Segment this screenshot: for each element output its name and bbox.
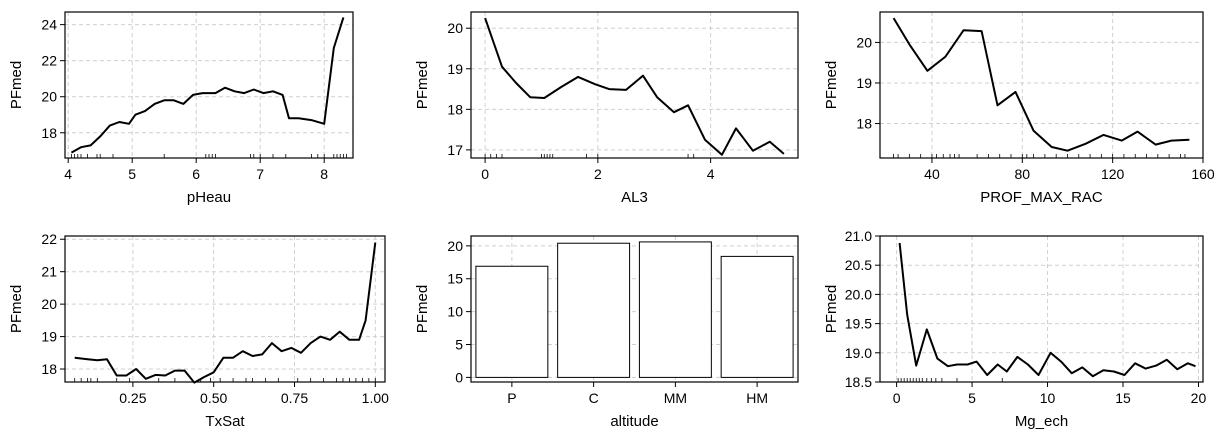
bar-HM <box>720 255 794 378</box>
x-axis-label: AL3 <box>621 189 648 206</box>
x-tick-label: 0.75 <box>281 390 308 406</box>
x-axis-label: pHeau <box>187 189 231 206</box>
y-tick-label: 20 <box>856 34 872 50</box>
panel-1: 4 5 6 7 8 18 20 22 24 pHeau PFmed <box>8 11 354 206</box>
y-tick-label: 20 <box>41 89 57 105</box>
x-axis-label: Mg_ech <box>1015 413 1068 430</box>
y-axis-label: PFmed <box>823 61 840 109</box>
y-axis-label: PFmed <box>8 285 25 333</box>
x-tick-label: 5 <box>128 166 136 182</box>
series-line <box>70 17 345 154</box>
x-tick-label: 0.25 <box>119 390 146 406</box>
plot-frame <box>879 235 1204 383</box>
x-tick-label: C <box>589 390 599 406</box>
y-tick-label: 20.5 <box>845 257 872 273</box>
y-tick-label: 18 <box>41 361 57 377</box>
bar-C <box>557 242 631 378</box>
x-tick-label: 4 <box>707 166 715 182</box>
series-line <box>74 242 377 384</box>
bar-P <box>475 265 549 378</box>
x-tick-label: 5 <box>968 390 976 406</box>
x-tick-label: 80 <box>1015 166 1031 182</box>
plot-frame <box>64 11 354 159</box>
x-tick-label: 10 <box>1040 390 1056 406</box>
x-tick-label: 0.50 <box>200 390 227 406</box>
series-line <box>484 17 785 156</box>
y-axis-label: PFmed <box>8 61 25 109</box>
y-tick-label: 19 <box>41 329 57 345</box>
y-tick-label: 19 <box>856 75 872 91</box>
x-tick-label: P <box>507 390 516 406</box>
y-tick-label: 20 <box>447 238 463 254</box>
x-axis-label: PROF_MAX_RAC <box>980 189 1103 206</box>
y-axis-label: PFmed <box>823 285 840 333</box>
x-tick-label: 1.00 <box>362 390 389 406</box>
y-tick-label: 19.0 <box>845 345 872 361</box>
y-tick-label: 18 <box>41 125 57 141</box>
panel-5: P C MM HM 0 5 10 15 20 altitude PFmed <box>414 235 799 430</box>
series-line <box>898 242 1196 378</box>
y-tick-label: 22 <box>41 231 57 247</box>
y-tick-label: 20 <box>41 296 57 312</box>
x-tick-label: 2 <box>594 166 602 182</box>
x-tick-label: 0 <box>893 390 901 406</box>
x-tick-label: 20 <box>1191 390 1207 406</box>
plot-frame <box>64 235 386 383</box>
panel-4: 0.25 0.50 0.75 1.00 18 19 20 21 22 TxSat PFmed <box>8 231 389 430</box>
y-tick-label: 22 <box>41 53 57 69</box>
x-tick-label: 4 <box>64 166 72 182</box>
x-axis-label: TxSat <box>205 413 245 430</box>
y-tick-label: 18 <box>447 101 463 117</box>
x-tick-label: 8 <box>320 166 328 182</box>
y-tick-label: 17 <box>447 142 463 158</box>
y-tick-label: 18 <box>856 116 872 132</box>
x-tick-label: 160 <box>1191 166 1215 182</box>
plot-frame <box>879 11 1204 159</box>
x-axis-label: altitude <box>610 413 658 430</box>
x-tick-label: 7 <box>256 166 264 182</box>
x-tick-label: 0 <box>481 166 489 182</box>
y-tick-label: 18.5 <box>845 374 872 390</box>
y-axis-label: PFmed <box>414 61 431 109</box>
x-tick-label: 6 <box>192 166 200 182</box>
y-tick-label: 10 <box>447 304 463 320</box>
y-tick-label: 21.0 <box>845 228 872 244</box>
y-tick-label: 19.5 <box>845 316 872 332</box>
y-tick-label: 20 <box>447 20 463 36</box>
panel-6: 0 5 10 15 20 18.5 19.0 19.5 20.0 20.5 21.0 Mg_ech PF… <box>823 228 1206 430</box>
y-tick-label: 21 <box>41 264 57 280</box>
x-tick-label: 120 <box>1101 166 1125 182</box>
y-tick-label: 15 <box>447 271 463 287</box>
y-tick-label: 24 <box>41 17 57 33</box>
y-tick-label: 20.0 <box>845 286 872 302</box>
panel-3: 40 80 120 160 18 19 20 PROF_MAX_RAC PFmed <box>823 11 1215 206</box>
y-axis-label: PFmed <box>414 285 431 333</box>
plot-frame <box>470 235 799 383</box>
series-line <box>892 17 1190 152</box>
y-tick-label: 0 <box>455 369 463 385</box>
x-tick-label: MM <box>664 390 687 406</box>
x-tick-label: 40 <box>924 166 940 182</box>
bar-MM <box>638 241 712 378</box>
y-tick-label: 5 <box>455 337 463 353</box>
y-tick-label: 19 <box>447 61 463 77</box>
panel-2: 0 2 4 17 18 19 20 AL3 PFmed <box>414 11 799 206</box>
plot-frame <box>470 11 799 159</box>
x-tick-label: 15 <box>1115 390 1131 406</box>
x-tick-label: HM <box>746 390 768 406</box>
